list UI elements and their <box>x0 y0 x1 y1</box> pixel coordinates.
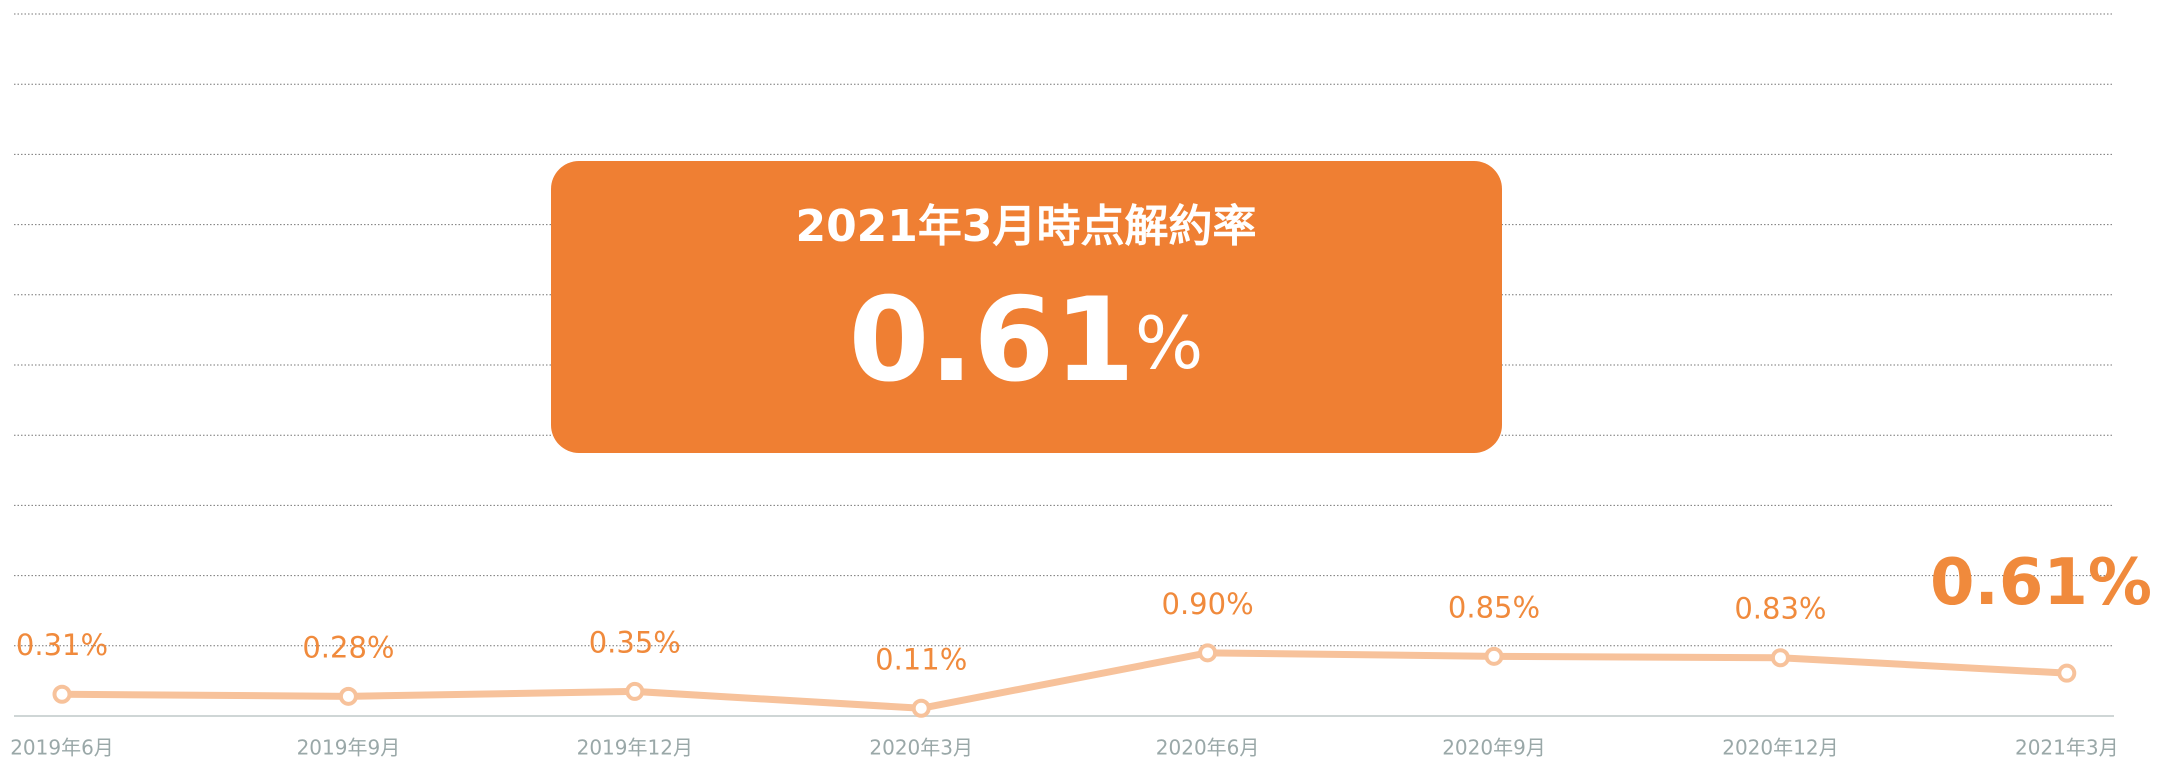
point <box>1198 643 1218 663</box>
data-label: 0.61% <box>1930 546 2152 620</box>
x-tick-label: 2020年6月 <box>1156 736 1260 760</box>
point <box>2057 663 2077 683</box>
x-tick-label: 2020年9月 <box>1442 736 1546 760</box>
point <box>625 681 645 701</box>
data-label: 0.85% <box>1448 590 1540 624</box>
callout-unit: % <box>1135 301 1203 385</box>
line <box>61 649 2067 712</box>
data-label: 0.28% <box>302 630 394 664</box>
data-label: 0.90% <box>1162 587 1254 621</box>
data-label: 0.11% <box>875 642 967 676</box>
x-tick-label: 2021年3月 <box>2015 736 2119 760</box>
data-label: 0.83% <box>1734 592 1826 626</box>
data-label: 0.35% <box>589 625 681 659</box>
point <box>1770 648 1790 668</box>
callout: 2021年3月時点解約率 0.61% <box>551 161 1502 453</box>
point <box>52 684 72 704</box>
x-tick-label: 2019年6月 <box>10 736 114 760</box>
data-label: 0.31% <box>16 628 108 662</box>
x-tick-label: 2019年12月 <box>577 736 693 760</box>
point <box>1484 646 1504 666</box>
callout-value: 0.61% <box>849 273 1204 408</box>
x-tick-label: 2020年12月 <box>1722 736 1838 760</box>
callout-title: 2021年3月時点解約率 <box>795 201 1256 252</box>
point <box>338 686 358 706</box>
callout-number: 0.61 <box>849 273 1135 408</box>
callout-box <box>551 161 1502 453</box>
x-tick-label: 2019年9月 <box>297 736 401 760</box>
point <box>911 698 931 718</box>
x-tick-label: 2020年3月 <box>869 736 973 760</box>
